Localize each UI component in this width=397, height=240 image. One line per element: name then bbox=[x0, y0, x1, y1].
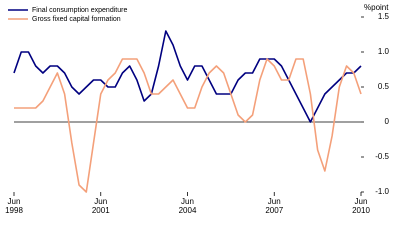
y-tick-label: -1.0 bbox=[375, 187, 389, 196]
chart-svg: %point 1.5 1.0 0.5 0 -0.5 -1.0 Final consumpti… bbox=[8, 3, 390, 196]
legend-label: Final consumption expenditure bbox=[32, 7, 127, 14]
y-tick-label: 0 bbox=[385, 117, 390, 126]
y-axis-label: %point bbox=[364, 3, 389, 12]
x-tick-label: Jun 2004 bbox=[178, 197, 197, 215]
y-tick-label: 1.0 bbox=[378, 47, 390, 56]
x-tick-label: Jun 1998 bbox=[5, 197, 23, 215]
legend-label: Gross fixed capital formation bbox=[32, 16, 121, 23]
series-line bbox=[13, 30, 362, 123]
y-tick-label: 1.5 bbox=[378, 12, 390, 21]
y-tick-label: 0.5 bbox=[378, 82, 390, 91]
x-tick-label: Jun 2007 bbox=[265, 197, 284, 215]
chart: %point 1.5 1.0 0.5 0 -0.5 -1.0 Final consumpti… bbox=[5, 3, 390, 215]
x-tick-label: Jun 2010 bbox=[352, 197, 370, 215]
y-tick-label: -0.5 bbox=[375, 152, 389, 161]
series-line bbox=[14, 58, 362, 193]
x-tick-label: Jun 2001 bbox=[91, 197, 110, 215]
